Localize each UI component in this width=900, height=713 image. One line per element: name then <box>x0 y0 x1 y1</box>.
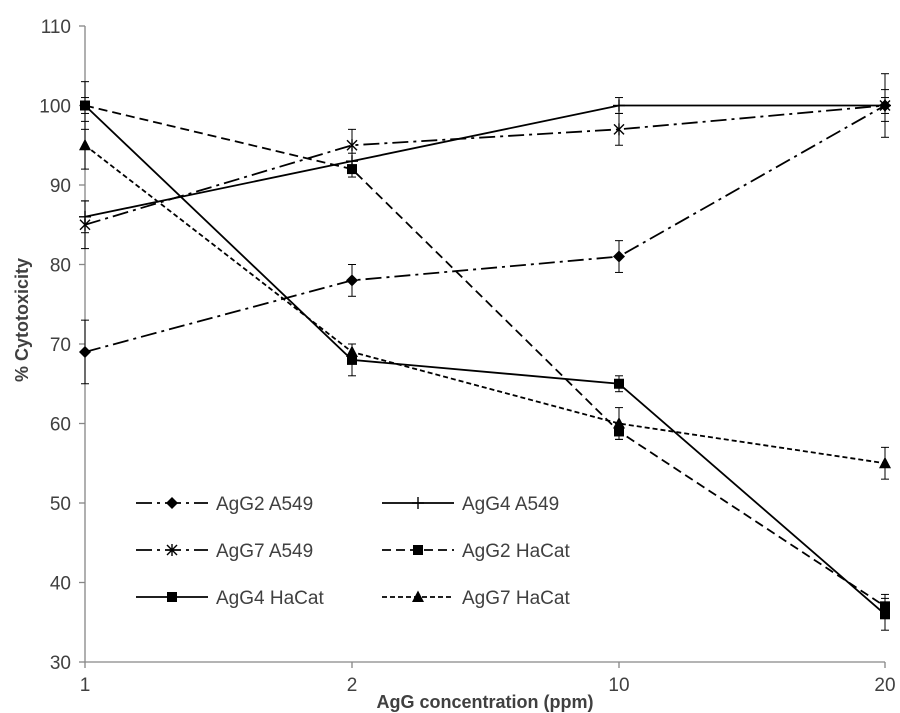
legend-label: AgG2 HaCat <box>462 541 570 562</box>
data-point-marker <box>613 99 625 112</box>
series-line <box>84 144 886 465</box>
data-point-marker <box>346 274 358 287</box>
series-line <box>84 104 886 608</box>
data-point-marker <box>879 456 891 469</box>
x-tick-label: 10 <box>608 675 629 696</box>
y-tick-label: 90 <box>50 176 71 197</box>
legend-item-agg2-a549: AgG2 A549 <box>136 494 313 515</box>
data-point-marker <box>80 100 90 111</box>
data-point-marker <box>166 544 178 556</box>
data-point-marker <box>613 123 625 136</box>
data-point-marker <box>79 218 91 231</box>
legend-item-agg7-hacat: AgG7 HaCat <box>382 588 570 609</box>
data-point-marker <box>879 99 891 112</box>
x-tick-label: 1 <box>80 675 91 696</box>
series-agg2-hacat <box>80 81 890 619</box>
axes: 30 40 50 60 70 80 90 100 110 1 2 10 20 <box>39 17 895 696</box>
data-point-marker <box>79 138 91 151</box>
y-tick-label: 60 <box>50 415 71 436</box>
data-point-marker <box>614 378 624 389</box>
data-point-marker <box>79 345 91 358</box>
data-point-marker <box>880 609 890 620</box>
data-point-marker <box>346 139 358 152</box>
series-layer <box>79 73 891 631</box>
data-point-marker <box>167 592 177 602</box>
series-line <box>84 104 885 218</box>
data-point-marker <box>346 345 358 357</box>
series-line <box>84 104 886 226</box>
legend: AgG2 A549 AgG4 A549 AgG7 A549 AgG2 HaCat AgG… <box>136 494 570 609</box>
x-axis-title: AgG concentration (ppm) <box>377 692 594 712</box>
legend-item-agg2-hacat: AgG2 HaCat <box>382 541 570 562</box>
legend-item-agg4-a549: AgG4 A549 <box>382 494 559 515</box>
data-point-marker <box>412 497 424 509</box>
y-tick-label: 40 <box>50 574 71 595</box>
legend-item-agg4-hacat: AgG4 HaCat <box>136 588 324 609</box>
y-tick-label: 110 <box>41 17 71 38</box>
x-tick-label: 2 <box>347 675 358 696</box>
legend-label: AgG7 HaCat <box>462 588 570 609</box>
series-line <box>84 104 886 615</box>
series-agg4-a549 <box>79 97 891 234</box>
data-point-marker <box>166 497 178 509</box>
series-agg7-a549 <box>79 73 891 250</box>
y-tick-label: 30 <box>50 653 71 674</box>
data-point-marker <box>613 417 625 429</box>
legend-label: AgG2 A549 <box>216 494 313 515</box>
legend-label: AgG7 A549 <box>216 541 313 562</box>
data-point-marker <box>413 545 423 555</box>
y-axis-title: % Cytotoxicity <box>12 258 32 382</box>
data-point-marker <box>412 590 424 602</box>
series-line <box>84 104 886 353</box>
y-tick-label: 80 <box>50 256 71 277</box>
data-point-marker <box>347 164 357 175</box>
y-tick-label: 70 <box>50 335 71 356</box>
data-point-marker <box>613 250 625 263</box>
x-tick-label: 20 <box>874 675 895 696</box>
legend-item-agg7-a549: AgG7 A549 <box>136 541 313 562</box>
legend-label: AgG4 HaCat <box>216 588 324 609</box>
legend-label: AgG4 A549 <box>462 494 559 515</box>
series-agg7-hacat <box>79 120 891 480</box>
y-tick-label: 100 <box>39 97 71 118</box>
y-tick-label: 50 <box>50 494 71 515</box>
